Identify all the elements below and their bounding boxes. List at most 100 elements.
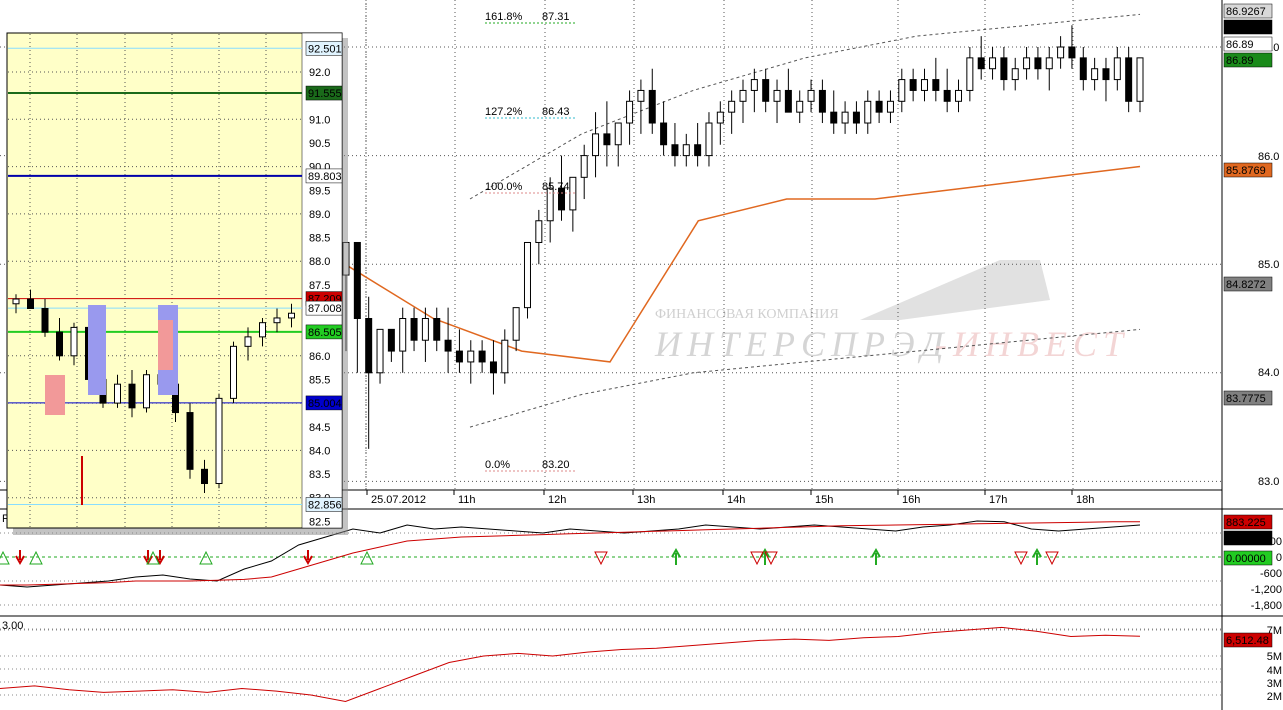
buy-arrow-icon <box>671 547 681 565</box>
inset-axis-label: 88.0 <box>309 256 330 268</box>
price-badge <box>1223 390 1273 406</box>
volume-profile-blue <box>88 305 106 395</box>
oscillator-badge-text: 799 <box>1226 533 1244 545</box>
inset-axis <box>301 32 343 529</box>
inset-background <box>6 32 343 529</box>
candle-body <box>569 176 577 211</box>
main-grid <box>0 0 1222 490</box>
oscillator-badge <box>1223 550 1273 566</box>
price-badge-text: 86.89 <box>1226 22 1254 34</box>
candle-body <box>909 79 917 91</box>
candle-body <box>886 100 894 113</box>
price-axis-label: 84.0 <box>1258 367 1279 379</box>
sell-triangle-icon <box>750 551 764 566</box>
candle-body <box>762 79 770 102</box>
candle-body <box>1125 57 1133 102</box>
sell-triangle-icon <box>594 551 608 566</box>
time-axis-label: 18h <box>1076 494 1094 506</box>
candle-body <box>818 89 826 113</box>
candle-body <box>637 89 645 102</box>
inset-badge-text: 85.004 <box>308 398 342 410</box>
volume-axis-label: 2M <box>1267 691 1282 703</box>
oscillator-axis-label: -1,800 <box>1251 600 1282 612</box>
inset-axis-label: 85.5 <box>309 374 330 386</box>
price-axis: 87.086.085.084.083.086.926786.8986.8986.… <box>1223 3 1282 703</box>
fib-level-pct: 127.2% <box>485 106 523 118</box>
bollinger-lower <box>469 328 1141 428</box>
time-axis-label: 16h <box>902 494 920 506</box>
oscillator-axis-label: 0 <box>1276 552 1282 564</box>
volume-corner-label: 3.00 <box>2 620 23 632</box>
inset-badge-text: 89.803 <box>308 171 342 183</box>
volume-profile-red <box>158 320 173 370</box>
oscillator-corner-label: P <box>2 513 9 525</box>
oscillator-main-line <box>0 520 1141 588</box>
candle-body <box>773 89 781 102</box>
inset-candle-body <box>143 374 150 409</box>
sell-triangle-icon <box>1045 551 1059 566</box>
candle-body <box>558 187 566 211</box>
watermark-line2a: ИНТЕРСПРЭД <box>654 324 949 364</box>
candle-body <box>932 79 940 91</box>
inset-candle-body <box>41 308 49 333</box>
inset-candle-body <box>114 383 121 404</box>
candle-body <box>353 241 361 319</box>
time-axis: 25.07.2012 11h 12h 13h 14h 15h 16h 17h 18h <box>366 490 1094 506</box>
time-axis-label: 17h <box>989 494 1007 506</box>
inset-chart-window[interactable]: 92.091.090.590.089.589.088.588.087.586.0… <box>6 32 348 535</box>
candle-body <box>1034 57 1042 70</box>
candle-body <box>478 350 486 363</box>
volume-line <box>0 626 1141 703</box>
candle-body <box>716 111 724 124</box>
candle-body <box>875 100 883 113</box>
candle-body <box>455 350 463 363</box>
buy-arrow-icon <box>871 547 881 565</box>
inset-candle-body <box>288 312 295 319</box>
time-axis-label: 13h <box>637 494 655 506</box>
volume-badge <box>1223 632 1273 648</box>
time-axis-label: 25.07.2012 <box>371 494 426 506</box>
oscillator-badge <box>1223 514 1273 530</box>
price-badge <box>1223 52 1273 68</box>
inset-axis-label: 89.5 <box>309 185 330 197</box>
sell-triangle-icon <box>764 551 778 566</box>
candle-body <box>807 89 815 102</box>
price-badge <box>1223 36 1273 52</box>
oscillator-badge-text: 0.00000 <box>1226 553 1266 565</box>
price-axis-label: 86.0 <box>1258 151 1279 163</box>
fib-level-pct: 161.8% <box>485 11 523 23</box>
candle-body <box>614 122 622 146</box>
volume-badge-text: 6,512.48 <box>1226 635 1269 647</box>
sell-arrow-icon <box>303 550 313 566</box>
candle-body <box>852 111 860 124</box>
inset-axis-label: 89.0 <box>309 209 330 221</box>
buy-triangle-icon <box>360 550 374 565</box>
candle-body <box>966 57 974 91</box>
sell-arrow-icon <box>15 550 25 566</box>
watermark-line2b: -ИНВЕСТ <box>935 324 1129 364</box>
candle-body <box>1023 57 1031 70</box>
sell-triangle-icon <box>1014 551 1028 566</box>
candle-body <box>1068 46 1076 59</box>
price-axis-label: 85.0 <box>1258 259 1279 271</box>
fib-level-pct: 0.0% <box>485 459 510 471</box>
volume-axis-label: 4M <box>1267 665 1282 677</box>
time-axis-label: 12h <box>548 494 566 506</box>
volume-axis-label: 3M <box>1267 678 1282 690</box>
candle-body <box>535 220 543 243</box>
fib-level-value: 85.74 <box>542 181 570 193</box>
candle-body <box>433 318 441 341</box>
right-axis-area <box>1222 0 1283 710</box>
candle-body <box>592 133 600 157</box>
candle-body <box>796 100 804 113</box>
candle-body <box>864 100 872 124</box>
candle-body <box>580 155 588 178</box>
candle-body <box>410 318 418 341</box>
volume-panel: 3.00 <box>0 620 1222 703</box>
inset-candle-body <box>244 336 252 347</box>
candle-body <box>421 318 429 341</box>
candle-body <box>671 144 679 157</box>
inset-candle-body <box>259 322 266 338</box>
price-badge-text: 85.8769 <box>1226 165 1266 177</box>
price-badge <box>1223 3 1273 19</box>
